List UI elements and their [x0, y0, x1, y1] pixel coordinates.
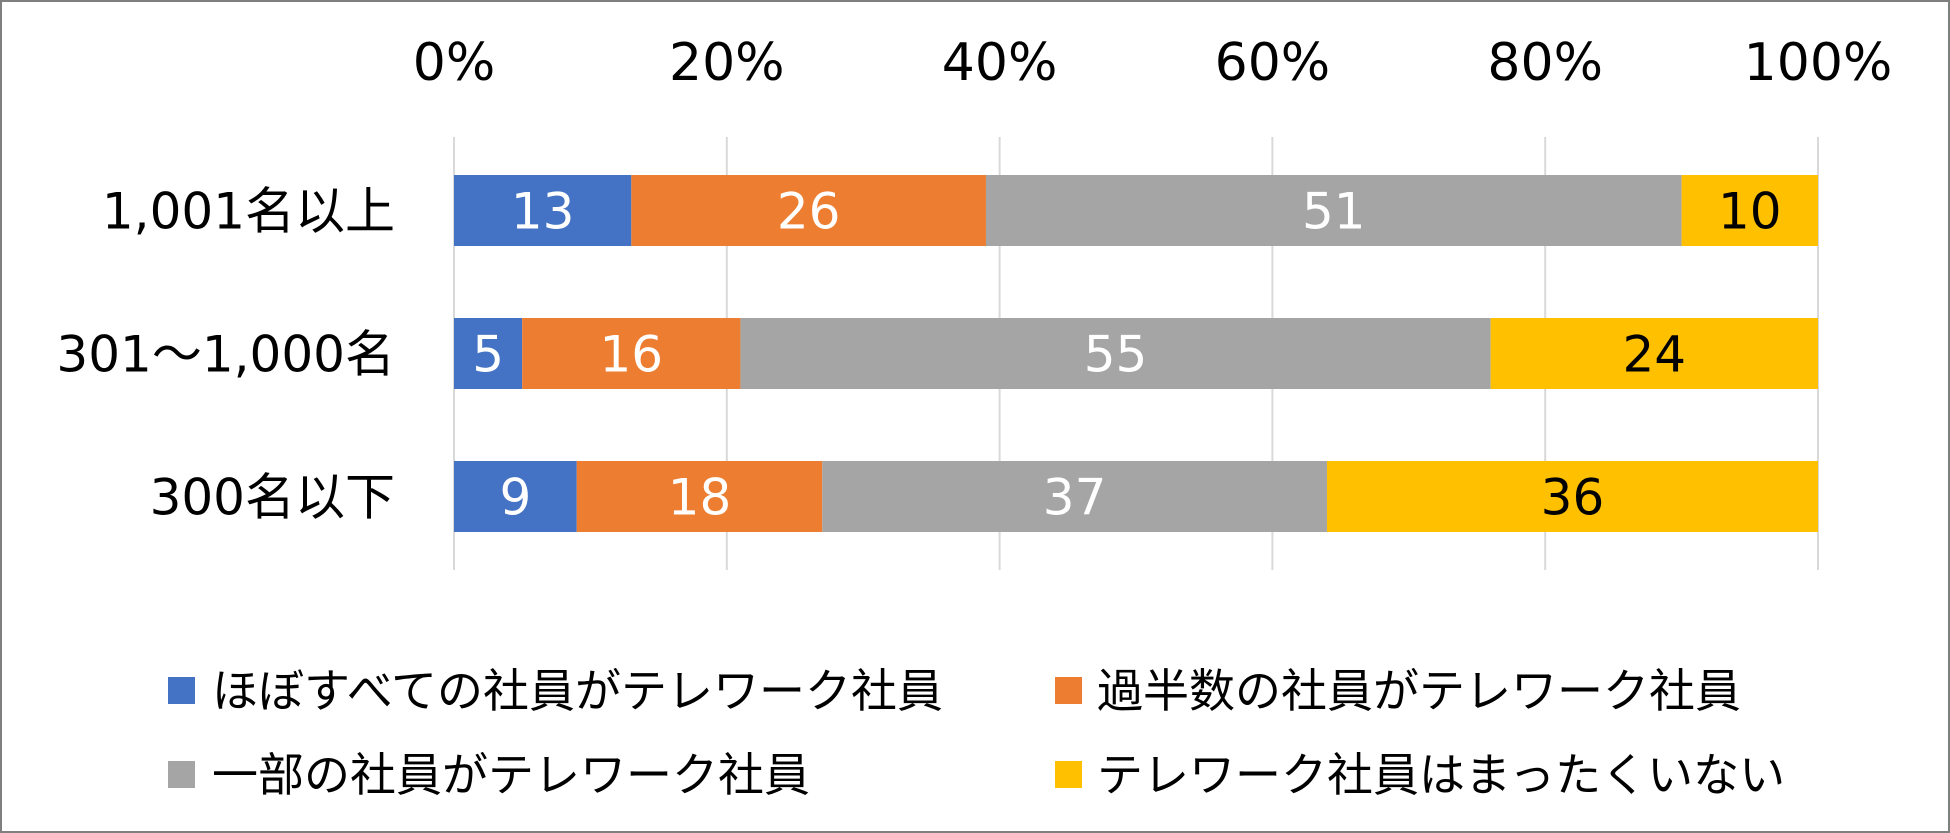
data-label: 55 — [1084, 326, 1148, 384]
data-label: 18 — [668, 469, 732, 527]
data-label: 36 — [1541, 469, 1605, 527]
x-tick-label: 20% — [669, 33, 785, 93]
data-label: 51 — [1302, 183, 1366, 241]
bar-segment — [454, 175, 632, 246]
bar-segment — [985, 175, 1682, 246]
bar-segment — [454, 318, 523, 389]
legend-item-none: テレワーク社員はまったくいない — [1055, 748, 1785, 802]
bar-segment — [740, 318, 1491, 389]
legend-swatch — [1055, 677, 1082, 704]
legend-swatch — [168, 677, 195, 704]
legend-item-some: 一部の社員がテレワーク社員 — [168, 748, 810, 802]
category-label: 1,001名以上 — [102, 183, 395, 241]
legend-item-majority: 過半数の社員がテレワーク社員 — [1055, 664, 1741, 718]
bar-segment — [631, 175, 986, 246]
x-tick-label: 100% — [1744, 33, 1893, 93]
bar-segment — [1681, 175, 1818, 246]
category-labels: 1,001名以上 301～1,000名 300名以下 — [56, 183, 395, 527]
category-label: 301～1,000名 — [56, 326, 395, 384]
x-tick-label: 40% — [942, 33, 1058, 93]
legend-label: 過半数の社員がテレワーク社員 — [1097, 664, 1741, 718]
data-label: 5 — [472, 326, 504, 384]
legend-label: ほぼすべての社員がテレワーク社員 — [212, 664, 943, 718]
data-labels: 13 26 51 10 5 16 55 24 9 18 37 36 — [472, 183, 1781, 527]
data-label: 10 — [1718, 183, 1782, 241]
x-tick-label: 60% — [1215, 33, 1331, 93]
bar-segments — [454, 175, 1818, 532]
data-label: 9 — [499, 469, 531, 527]
x-tick-label: 80% — [1487, 33, 1603, 93]
legend-item-all-employees: ほぼすべての社員がテレワーク社員 — [168, 664, 943, 718]
data-label: 26 — [777, 183, 841, 241]
data-label: 16 — [600, 326, 664, 384]
category-label: 300名以下 — [150, 469, 395, 527]
data-label: 37 — [1043, 469, 1107, 527]
legend-swatch — [168, 761, 195, 788]
legend: ほぼすべての社員がテレワーク社員 過半数の社員がテレワーク社員 一部の社員がテレ… — [168, 664, 1785, 802]
bar-segment — [454, 461, 577, 532]
bar-segment — [1490, 318, 1818, 389]
bar-segment — [576, 461, 823, 532]
legend-swatch — [1055, 761, 1082, 788]
x-tick-label: 0% — [413, 33, 496, 93]
legend-label: テレワーク社員はまったくいない — [1097, 748, 1785, 802]
bar-segment — [1326, 461, 1818, 532]
data-label: 24 — [1623, 326, 1687, 384]
legend-label: 一部の社員がテレワーク社員 — [212, 748, 810, 802]
x-axis-tick-labels: 0% 20% 40% 60% 80% 100% — [413, 33, 1893, 93]
data-label: 13 — [511, 183, 575, 241]
bar-segment — [522, 318, 741, 389]
bar-segment — [822, 461, 1327, 532]
